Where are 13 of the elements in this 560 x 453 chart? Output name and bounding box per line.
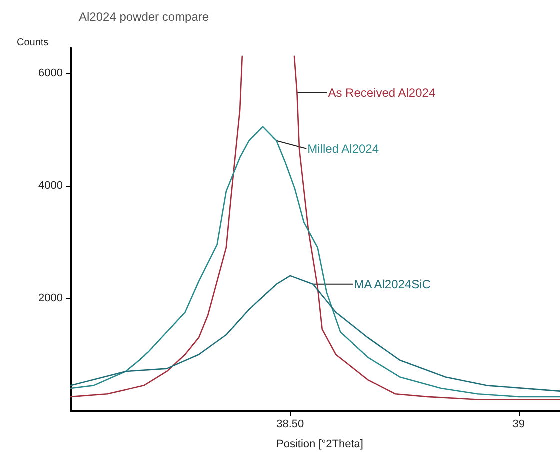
y-axis-title: Counts (17, 38, 49, 48)
series-label: Milled Al2024 (308, 142, 380, 156)
y-tick-label: 6000 (38, 67, 63, 80)
text: MA Al2024SiC (354, 277, 432, 292)
y-tick-label: 2000 (38, 292, 63, 304)
text: As Received Al2024 (328, 86, 436, 100)
line-series (70, 126, 560, 398)
y-tick-label: 4000 (38, 180, 63, 192)
chart-title: Al2024 powder compare (79, 10, 210, 24)
x-axis-title: Position [°2Theta] (276, 438, 364, 450)
line-series (70, 275, 560, 392)
x-tick-label: 38.50 (276, 418, 304, 430)
x-tick-label: 39 (512, 418, 525, 430)
